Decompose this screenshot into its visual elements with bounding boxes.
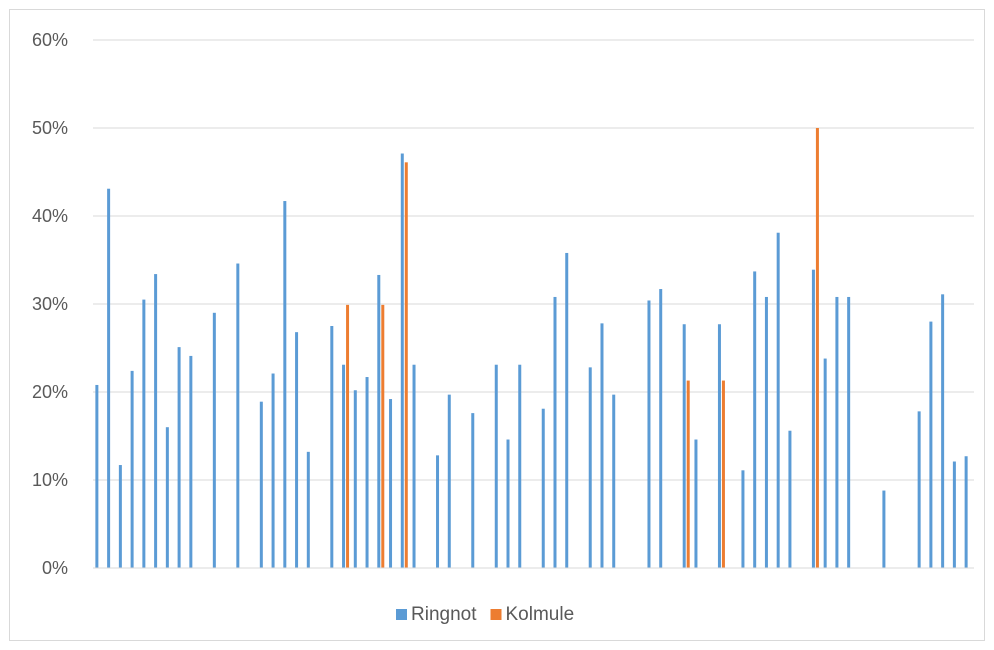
bar-ringnot (741, 470, 745, 568)
bar-ringnot (882, 490, 886, 568)
bar-ringnot (189, 355, 193, 568)
y-tick-label: 10% (32, 470, 68, 490)
bar-ringnot (436, 455, 440, 568)
bar-ringnot (964, 456, 968, 568)
bar-ringnot (212, 312, 216, 568)
bar-ringnot (917, 411, 921, 568)
bar-kolmule (815, 128, 819, 568)
bar-ringnot (107, 188, 111, 568)
bar-ringnot (717, 324, 721, 568)
legend: Ringnot Kolmule (396, 604, 574, 625)
bar-ringnot (682, 324, 686, 568)
bar-ringnot (353, 390, 357, 568)
bar-kolmule (721, 380, 725, 568)
bar-ringnot (612, 394, 616, 568)
bar-ringnot (365, 377, 369, 568)
y-tick-label: 20% (32, 382, 68, 402)
bar-ringnot (400, 153, 404, 568)
bar-ringnot (412, 364, 416, 568)
bar-ringnot (941, 294, 945, 568)
bar-ringnot (518, 364, 522, 568)
bar-ringnot (342, 364, 346, 568)
bar-ringnot (177, 347, 181, 568)
y-tick-label: 50% (32, 118, 68, 138)
bar-ringnot (764, 296, 768, 568)
bar-kolmule (686, 380, 690, 568)
bar-ringnot (95, 384, 99, 568)
bar-ringnot (659, 289, 663, 568)
bar-ringnot (271, 373, 275, 568)
bar-ringnot (130, 370, 134, 568)
gridlines (93, 39, 974, 481)
bar-ringnot (142, 299, 146, 568)
legend-label-kolmule: Kolmule (506, 604, 575, 625)
bar-ringnot (835, 296, 839, 568)
bar-ringnot (295, 332, 299, 568)
bar-kolmule (381, 304, 385, 568)
bar-ringnot (306, 451, 310, 568)
bar-kolmule (346, 304, 350, 568)
bar-ringnot (952, 461, 956, 568)
bar-ringnot (506, 439, 510, 568)
bar-ringnot (847, 296, 851, 568)
bar-ringnot (154, 274, 158, 568)
bar-ringnot (929, 321, 933, 568)
bar-ringnot (541, 408, 545, 568)
chart-frame: 0% 10% 20% 30% 40% 50% 60% Ringnot Kolmule (9, 9, 985, 641)
bar-ringnot (588, 367, 592, 568)
y-tick-label: 0% (42, 558, 68, 578)
y-tick-label: 40% (32, 206, 68, 226)
bar-ringnot (377, 274, 381, 568)
bar-ringnot (788, 430, 792, 568)
bar-ringnot (753, 271, 757, 568)
legend-label-ringnot: Ringnot (411, 604, 477, 625)
bar-ringnot (694, 439, 698, 568)
y-tick-label: 60% (32, 30, 68, 50)
bar-ringnot (776, 232, 780, 568)
bar-ringnot (647, 300, 651, 568)
bar-ringnot (330, 326, 334, 568)
chart-svg: 0% 10% 20% 30% 40% 50% 60% Ringnot Kolmule (32, 30, 974, 625)
bar-ringnot (811, 269, 815, 568)
bar-ringnot (259, 401, 263, 568)
legend-swatch-ringnot (396, 609, 407, 620)
bar-ringnot (600, 323, 604, 568)
bar-ringnot (494, 364, 498, 568)
bar-ringnot (118, 465, 122, 568)
bar-ringnot (236, 263, 240, 568)
legend-swatch-kolmule (490, 609, 502, 620)
bar-ringnot (165, 427, 169, 568)
bars (95, 128, 968, 569)
y-tick-label: 30% (32, 294, 68, 314)
bar-kolmule (404, 162, 408, 568)
bar-ringnot (823, 358, 827, 568)
bar-ringnot (553, 296, 557, 568)
bar-ringnot (565, 252, 569, 568)
y-axis-ticks: 0% 10% 20% 30% 40% 50% 60% (32, 30, 68, 578)
bar-ringnot (471, 413, 475, 568)
bar-ringnot (283, 201, 287, 569)
bar-ringnot (447, 394, 451, 568)
bar-ringnot (389, 399, 393, 568)
